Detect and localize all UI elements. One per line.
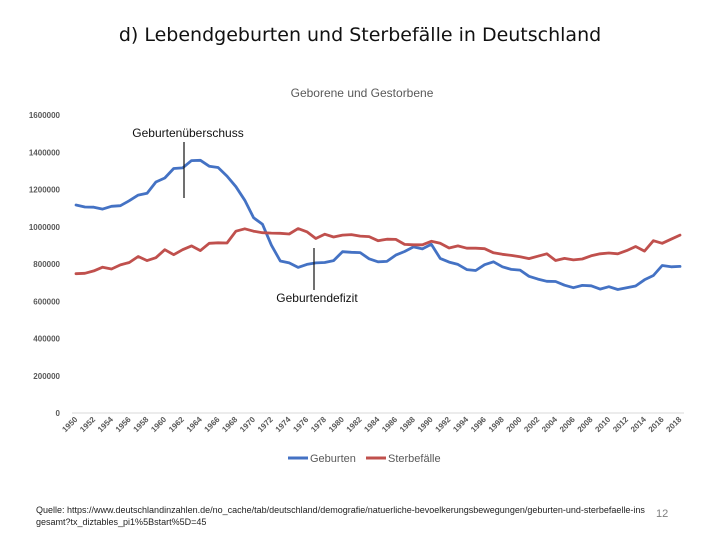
x-tick-label: 1976 <box>291 415 310 434</box>
slide-title: d) Lebendgeburten und Sterbefälle in Deu… <box>118 24 602 46</box>
source-note: Quelle: https://www.deutschlandinzahlen.… <box>36 505 645 527</box>
y-tick-label: 1200000 <box>29 186 61 195</box>
x-axis-ticks: 1950195219541956195819601962196419661968… <box>60 415 683 434</box>
x-tick-label: 2016 <box>647 415 666 434</box>
x-tick-label: 1980 <box>327 415 346 434</box>
x-tick-label: 2014 <box>629 415 648 434</box>
x-tick-label: 2010 <box>593 415 612 434</box>
annotation-surplus: Geburtenüberschuss <box>132 126 243 140</box>
x-tick-label: 1982 <box>345 415 364 434</box>
x-tick-label: 1954 <box>96 415 115 434</box>
x-tick-label: 1952 <box>78 415 97 434</box>
x-tick-label: 2004 <box>540 415 559 434</box>
y-tick-label: 1600000 <box>29 111 61 120</box>
y-axis-ticks: 0 200000 400000 600000 800000 1000000 1200000 1… <box>29 111 61 418</box>
x-tick-label: 1962 <box>167 415 186 434</box>
x-tick-label: 1986 <box>380 415 399 434</box>
page-number: 12 <box>656 508 669 520</box>
x-tick-label: 1996 <box>469 415 488 434</box>
series-line-geburten <box>74 158 682 291</box>
annotation-deficit: Geburtendefizit <box>276 291 358 305</box>
x-tick-label: 2000 <box>505 415 524 434</box>
x-tick-label: 1974 <box>274 415 293 434</box>
y-tick-label: 800000 <box>33 260 60 269</box>
chart-title: Geborene und Gestorbene <box>291 86 434 100</box>
x-tick-label: 2018 <box>664 415 683 434</box>
legend-label: Sterbefälle <box>388 453 441 465</box>
legend: Geburten Sterbefälle <box>288 453 441 465</box>
x-tick-label: 1960 <box>149 415 168 434</box>
x-tick-label: 1958 <box>132 415 151 434</box>
y-tick-label: 400000 <box>33 335 60 344</box>
y-tick-label: 200000 <box>33 372 60 381</box>
x-tick-label: 1972 <box>256 415 275 434</box>
x-tick-label: 1970 <box>238 415 257 434</box>
x-tick-label: 1984 <box>362 415 381 434</box>
x-tick-label: 1968 <box>220 415 239 434</box>
x-tick-label: 1998 <box>487 415 506 434</box>
y-tick-label: 1000000 <box>29 223 61 232</box>
x-tick-label: 2002 <box>522 415 541 434</box>
y-tick-label: 1400000 <box>29 148 61 157</box>
x-tick-label: 1992 <box>434 415 453 434</box>
x-tick-label: 1994 <box>451 415 470 434</box>
series-line-sterbef-lle <box>74 227 682 276</box>
x-tick-label: 1964 <box>185 415 204 434</box>
legend-label: Geburten <box>310 453 356 465</box>
x-tick-label: 1990 <box>416 415 435 434</box>
x-tick-label: 2012 <box>611 415 630 434</box>
x-tick-label: 1956 <box>114 415 133 434</box>
annotations: Geburtenüberschuss Geburtendefizit <box>132 126 358 305</box>
y-tick-label: 600000 <box>33 297 60 306</box>
y-tick-label: 0 <box>56 409 61 418</box>
x-tick-label: 1988 <box>398 415 417 434</box>
x-tick-label: 1978 <box>309 415 328 434</box>
x-tick-label: 2008 <box>576 415 595 434</box>
series-layer <box>74 158 682 291</box>
x-tick-label: 2006 <box>558 415 577 434</box>
x-tick-label: 1950 <box>60 415 79 434</box>
x-tick-label: 1966 <box>203 415 222 434</box>
